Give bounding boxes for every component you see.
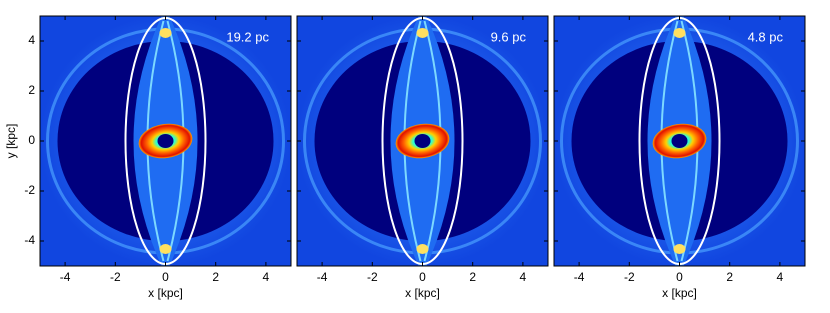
x-tick-label: 0 [419,270,426,284]
field [40,16,291,266]
x-tick-label: -4 [574,270,585,284]
panel: -4 -2 0 2 4 x [kpc] 4.8 pc [553,15,806,300]
y-tick-label: -4 [24,233,35,247]
shock-point [416,244,429,254]
panel: -4 -2 0 2 4 -4 -2 0 2 4 x [kpc] y [kpc] 19.2 pc [4,15,292,300]
x-tick-label: 0 [676,270,683,284]
annotation: 4.8 pc [748,29,784,44]
x-tick-label: -2 [367,270,378,284]
y-tick-label: 4 [28,33,35,47]
x-axis-label: x [kpc] [148,286,183,300]
annotation: 19.2 pc [226,29,269,44]
x-axis-label: x [kpc] [405,286,440,300]
x-tick-label: 0 [162,270,169,284]
y-axis-label: y [kpc] [4,124,18,159]
shock-point [416,28,429,38]
ring-hole [671,134,688,148]
x-tick-label: -4 [60,270,71,284]
annotation: 9.6 pc [491,29,527,44]
x-tick-label: -2 [110,270,121,284]
x-axis-label: x [kpc] [662,286,697,300]
y-tick-label: -2 [24,183,35,197]
x-tick-label: 2 [726,270,733,284]
x-tick-label: 4 [777,270,784,284]
ring-hole [414,134,431,148]
x-tick-label: -4 [317,270,328,284]
shock-point [673,244,686,254]
y-tick-label: 2 [28,83,35,97]
x-tick-label: 4 [263,270,270,284]
field [554,16,805,266]
x-tick-label: 4 [520,270,527,284]
y-tick-label: 0 [28,133,35,147]
x-tick-label: -2 [624,270,635,284]
x-tick-label: 2 [469,270,476,284]
x-tick-label: 2 [212,270,219,284]
shock-point [159,244,172,254]
panel: -4 -2 0 2 4 x [kpc] 9.6 pc [296,15,549,300]
shock-point [673,28,686,38]
field [297,16,548,266]
shock-point [159,28,172,38]
ring-hole [157,134,174,148]
